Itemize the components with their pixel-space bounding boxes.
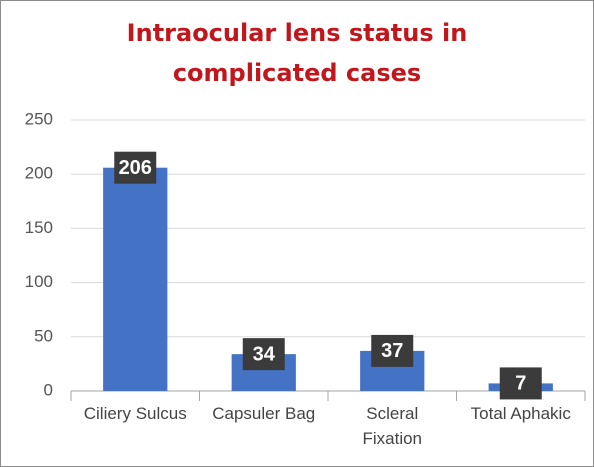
- data-label: 7: [515, 373, 526, 395]
- data-label-box: [114, 151, 157, 184]
- x-tick-label: Total Aphakic: [470, 404, 571, 423]
- x-tick-label: Capsuler Bag: [212, 404, 316, 423]
- data-label-box: [242, 338, 285, 371]
- x-tick-label: Scleral Fixation: [362, 404, 423, 448]
- bar: [103, 167, 168, 391]
- y-tick-label: 250: [25, 109, 53, 128]
- y-tick-label: 100: [25, 272, 53, 291]
- data-label-box: [499, 367, 542, 400]
- data-label-box: [371, 334, 414, 367]
- y-tick-label: 0: [44, 380, 53, 399]
- data-label: 34: [253, 343, 276, 365]
- y-tick-label: 200: [25, 164, 53, 183]
- data-label: 206: [119, 157, 152, 179]
- data-label: 37: [381, 340, 403, 362]
- y-tick-label: 150: [25, 218, 53, 237]
- chart-title: Intraocular lens status in complicated c…: [126, 19, 468, 87]
- y-tick-label: 50: [34, 326, 53, 345]
- x-tick-label: Ciliery Sulcus: [83, 404, 187, 423]
